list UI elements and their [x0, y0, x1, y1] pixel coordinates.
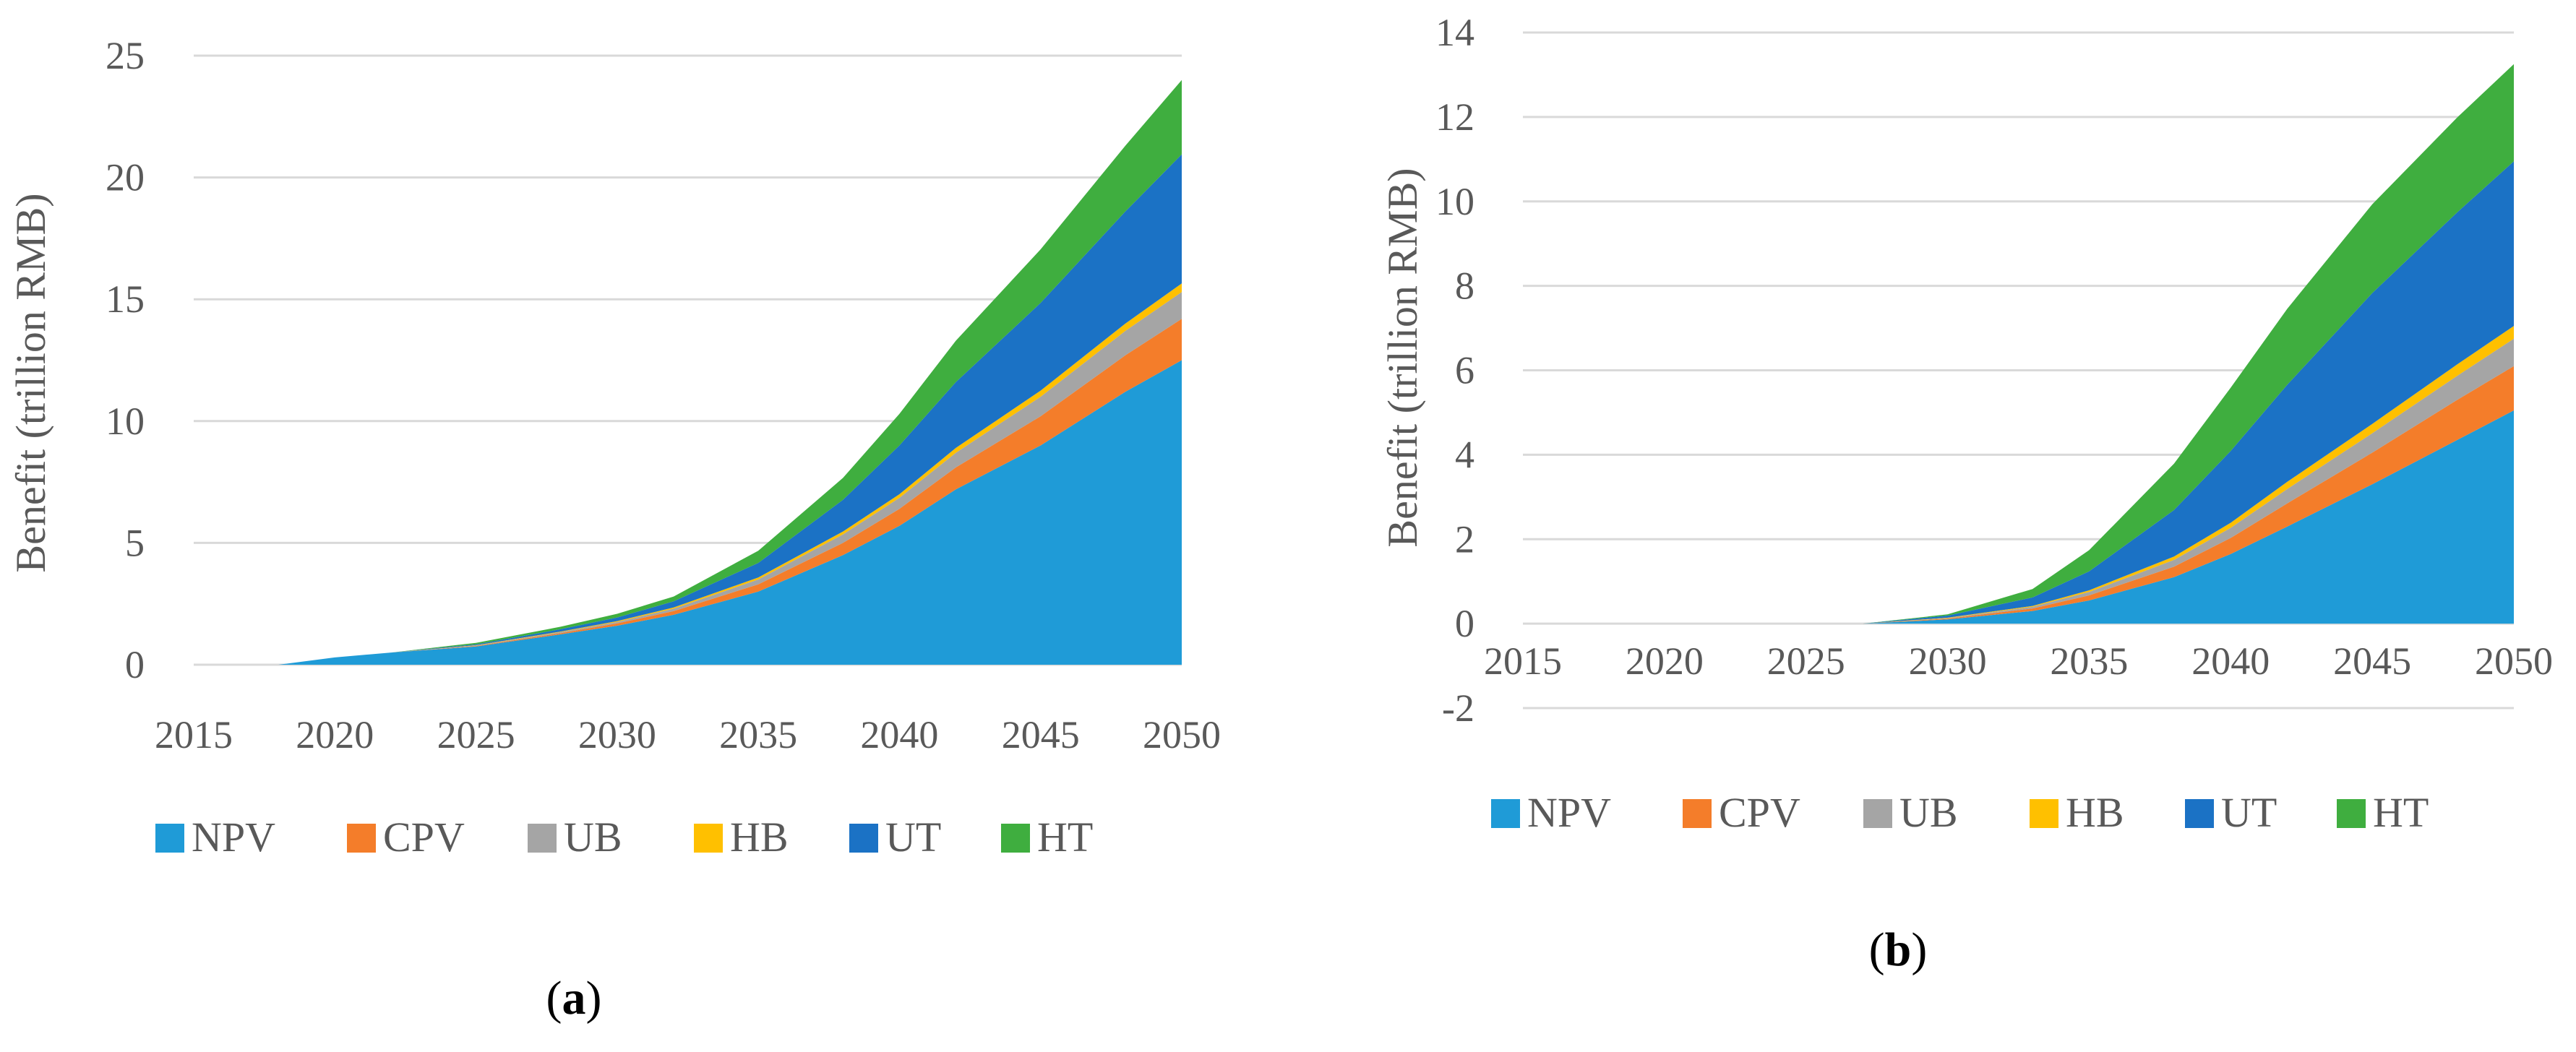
x-tick-label: 2050 [2475, 639, 2553, 683]
y-tick-label: 14 [1435, 11, 1474, 54]
axis-ticks-b: -2 0 2 4 6 8 10 12 14 2015 2020 2025 2030 2035 2040 204… [1435, 11, 2553, 730]
x-tick-label: 2030 [1909, 639, 1987, 683]
legend-swatch-hb [2030, 799, 2058, 828]
chart-panel-b: -2 0 2 4 6 8 10 12 14 2015 2020 2025 2030 2035 2040 204… [1379, 11, 2553, 976]
legend-swatch-ht [1001, 824, 1030, 853]
y-tick-label: 20 [106, 156, 145, 199]
legend-swatch-npv [1491, 799, 1520, 828]
panel-label-b: (b) [1869, 923, 1928, 976]
legend-label-ub: UB [1899, 789, 1958, 836]
area-ub [1523, 338, 2514, 624]
area-cpv [1523, 366, 2514, 624]
legend-swatch-ut [2185, 799, 2214, 828]
x-tick-label: 2020 [296, 713, 374, 756]
legend-label-cpv: CPV [383, 814, 465, 861]
x-tick-label: 2015 [155, 713, 233, 756]
y-tick-label: 5 [125, 521, 145, 564]
y-tick-label: 15 [106, 277, 145, 321]
legend-label-cpv: CPV [1719, 789, 1800, 836]
y-tick-label: 4 [1455, 433, 1474, 476]
legend-label-npv: NPV [192, 814, 275, 861]
x-tick-label: 2035 [719, 713, 797, 756]
legend-swatch-hb [694, 824, 723, 853]
x-tick-label: 2040 [860, 713, 938, 756]
y-tick-label: 10 [106, 400, 145, 443]
x-tick-label: 2020 [1626, 639, 1704, 683]
x-tick-label: 2015 [1484, 639, 1562, 683]
legend-swatch-ut [849, 824, 878, 853]
legend-label-ut: UT [2221, 789, 2277, 836]
legend-b: NPV CPV UB HB UT HT [1491, 789, 2429, 836]
x-tick-label: 2050 [1143, 713, 1221, 756]
legend-label-hb: HB [730, 814, 789, 861]
y-axis-title-b: Benefit (trillion RMB) [1379, 168, 1426, 547]
y-axis-title-a: Benefit (trillion RMB) [7, 193, 54, 572]
legend-label-ut: UT [885, 814, 941, 861]
y-tick-label: -2 [1442, 686, 1474, 730]
legend-label-ub: UB [564, 814, 622, 861]
x-tick-label: 2045 [1002, 713, 1080, 756]
legend-label-npv: NPV [1527, 789, 1611, 836]
legend-a: NPV CPV UB HB UT HT [155, 814, 1093, 861]
legend-label-ht: HT [2373, 789, 2429, 836]
x-tick-label: 2025 [1767, 639, 1845, 683]
legend-swatch-cpv [347, 824, 376, 853]
x-tick-label: 2030 [578, 713, 656, 756]
legend-swatch-ub [1863, 799, 1892, 828]
y-tick-label: 10 [1435, 180, 1474, 223]
y-tick-label: 0 [1455, 602, 1474, 645]
legend-swatch-ub [528, 824, 557, 853]
x-tick-label: 2035 [2050, 639, 2128, 683]
legend-label-hb: HB [2066, 789, 2124, 836]
area-series-a [194, 79, 1182, 665]
y-tick-label: 25 [106, 34, 145, 77]
legend-swatch-npv [155, 824, 184, 853]
legend-swatch-cpv [1683, 799, 1712, 828]
area-npv [194, 360, 1182, 665]
y-tick-label: 0 [125, 643, 145, 686]
area-ht [1523, 64, 2514, 624]
y-tick-label: 12 [1435, 95, 1474, 139]
x-tick-label: 2045 [2333, 639, 2411, 683]
y-tick-label: 8 [1455, 264, 1474, 308]
area-ut [1523, 161, 2514, 624]
x-tick-label: 2040 [2191, 639, 2270, 683]
area-npv [1523, 410, 2514, 624]
x-tick-label: 2025 [437, 713, 515, 756]
y-tick-label: 2 [1455, 517, 1474, 561]
area-series-b [1523, 64, 2514, 624]
legend-label-ht: HT [1037, 814, 1093, 861]
area-ut [194, 154, 1182, 665]
panel-label-a: (a) [546, 972, 602, 1025]
legend-swatch-ht [2337, 799, 2366, 828]
y-tick-label: 6 [1455, 349, 1474, 392]
